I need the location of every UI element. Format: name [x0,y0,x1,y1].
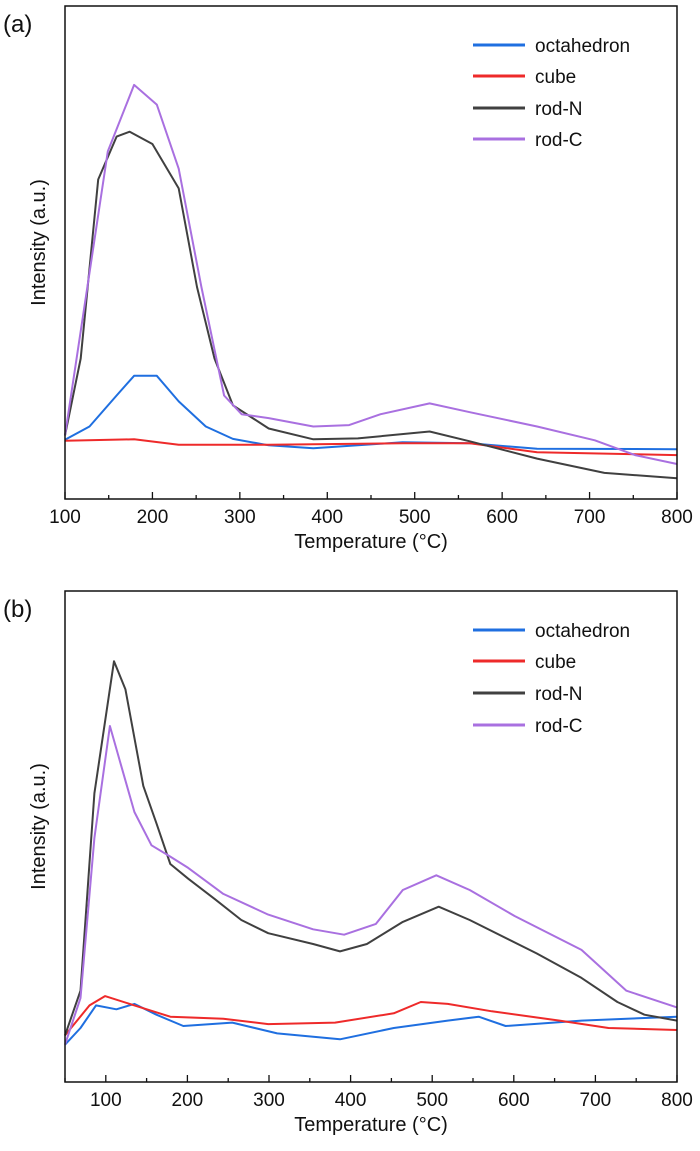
series-line-octahedron [64,1002,678,1046]
x-axis-label: Temperature (°C) [294,531,448,553]
x-tick-label: 800 [661,507,693,528]
panel-b: octahedron cube rod-N rod-C 100 200 300 400 500 6… [3,590,693,1136]
x-tick-label: 400 [335,1090,367,1111]
plot-frame [64,590,678,1083]
x-tick-label: 300 [253,1090,285,1111]
series-line-rod-C [64,725,678,1046]
legend-label-cube: cube [535,652,576,673]
series-line-cube [64,438,678,457]
x-tick-label: 200 [137,507,169,528]
legend-label-rod-N: rod-N [535,99,583,120]
x-tick-label: 200 [172,1090,204,1111]
x-tick-label: 100 [90,1090,122,1111]
x-tick-label: 500 [416,1090,448,1111]
series-line-rod-C [64,83,678,465]
legend-label-octahedron: octahedron [535,621,630,642]
y-axis-label: Intensity (a.u.) [28,179,50,306]
x-tick-label: 800 [661,1090,693,1111]
x-tick-label: 300 [224,507,256,528]
panel-label: (b) [3,596,32,623]
plot-frame [64,5,678,500]
y-axis-label: Intensity (a.u.) [28,763,50,890]
series-line-cube [64,995,678,1037]
x-tick-label: 500 [399,507,431,528]
x-tick-label: 100 [49,507,81,528]
x-tick-label: 600 [498,1090,530,1111]
legend-label-octahedron: octahedron [535,36,630,57]
legend-label-rod-C: rod-C [535,716,583,737]
series-line-rod-N [64,660,678,1036]
panel-label: (a) [3,11,32,38]
x-tick-label: 400 [311,507,343,528]
panel-a: octahedron cube rod-N rod-C 100 200 300 400 500 6… [3,5,693,553]
x-tick-label: 600 [486,507,518,528]
x-axis-label: Temperature (°C) [294,1114,448,1136]
legend-label-rod-C: rod-C [535,130,583,151]
legend-label-cube: cube [535,67,576,88]
legend-label-rod-N: rod-N [535,684,583,705]
x-tick-label: 700 [574,507,606,528]
x-tick-label: 700 [580,1090,612,1111]
series-line-rod-N [64,130,678,480]
